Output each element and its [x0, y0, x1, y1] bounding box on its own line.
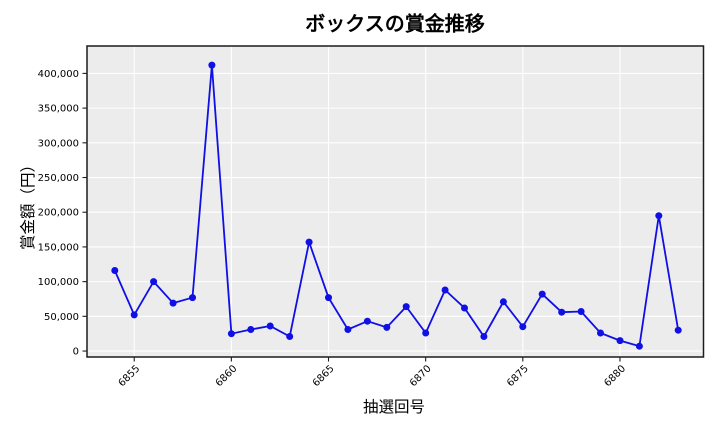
data-point — [111, 267, 119, 274]
y-tick-label: 200,000 — [38, 208, 79, 219]
data-point — [247, 326, 255, 333]
data-point — [344, 326, 352, 333]
plot-frame — [86, 45, 705, 358]
x-axis-label: 抽選回号 — [363, 398, 425, 416]
data-point — [461, 304, 468, 312]
data-point — [441, 286, 449, 294]
data-point — [422, 329, 430, 337]
y-tick-label: 350,000 — [38, 104, 79, 115]
data-point — [208, 61, 216, 69]
y-tick-label: 0 — [73, 347, 79, 358]
data-point — [519, 323, 527, 331]
data-point — [130, 311, 138, 319]
chart-title: ボックスの賞金推移 — [305, 12, 484, 36]
data-point-markers — [111, 61, 682, 350]
y-tick-label: 250,000 — [38, 173, 79, 184]
data-point — [189, 294, 196, 302]
data-point — [499, 298, 507, 306]
plot-area — [87, 46, 704, 357]
y-tick-label: 50,000 — [44, 312, 79, 323]
y-tick-label: 400,000 — [38, 69, 79, 80]
data-point — [150, 278, 158, 286]
data-point — [635, 342, 643, 350]
data-point — [286, 333, 294, 340]
data-point — [266, 322, 274, 330]
data-point — [325, 294, 332, 302]
data-point — [597, 329, 604, 337]
y-axis-label: 賞金額（円） — [19, 157, 37, 250]
y-tick-label: 150,000 — [38, 242, 79, 253]
y-tick-label: 100,000 — [38, 277, 79, 288]
data-point — [402, 303, 410, 311]
data-point — [558, 308, 566, 316]
data-point — [538, 290, 546, 298]
data-point — [674, 326, 682, 334]
data-point — [655, 212, 663, 220]
gridlines — [87, 46, 704, 357]
data-point — [616, 337, 624, 345]
data-point — [305, 238, 313, 246]
data-point — [169, 299, 177, 307]
data-point — [227, 330, 235, 338]
data-point — [480, 333, 488, 340]
data-point — [363, 317, 371, 325]
series-line — [113, 65, 680, 348]
data-point — [383, 323, 391, 331]
y-axis-tick-labels: 0 50,000 100,000 150,000 200,000 250,000 300,0… — [38, 69, 79, 358]
y-tick-label: 300,000 — [38, 138, 79, 149]
data-point — [577, 308, 585, 315]
